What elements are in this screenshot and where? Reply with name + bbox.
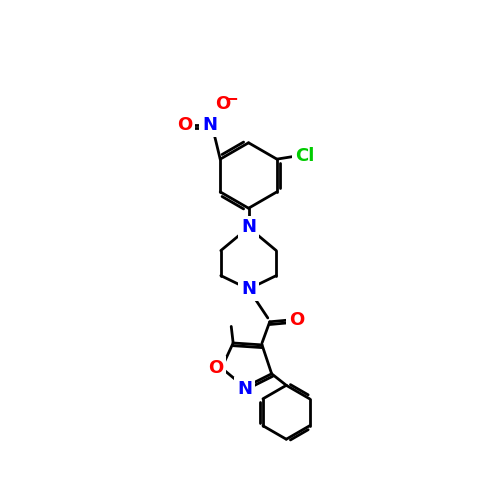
Text: Cl: Cl	[295, 147, 314, 165]
Text: N: N	[241, 218, 256, 236]
Text: −: −	[224, 90, 238, 108]
Text: N: N	[237, 380, 252, 398]
Text: O: O	[208, 359, 224, 377]
Text: O: O	[216, 95, 230, 113]
Text: N: N	[241, 280, 256, 298]
Text: O: O	[177, 116, 192, 134]
Text: N: N	[202, 116, 217, 134]
Text: O: O	[289, 311, 304, 329]
